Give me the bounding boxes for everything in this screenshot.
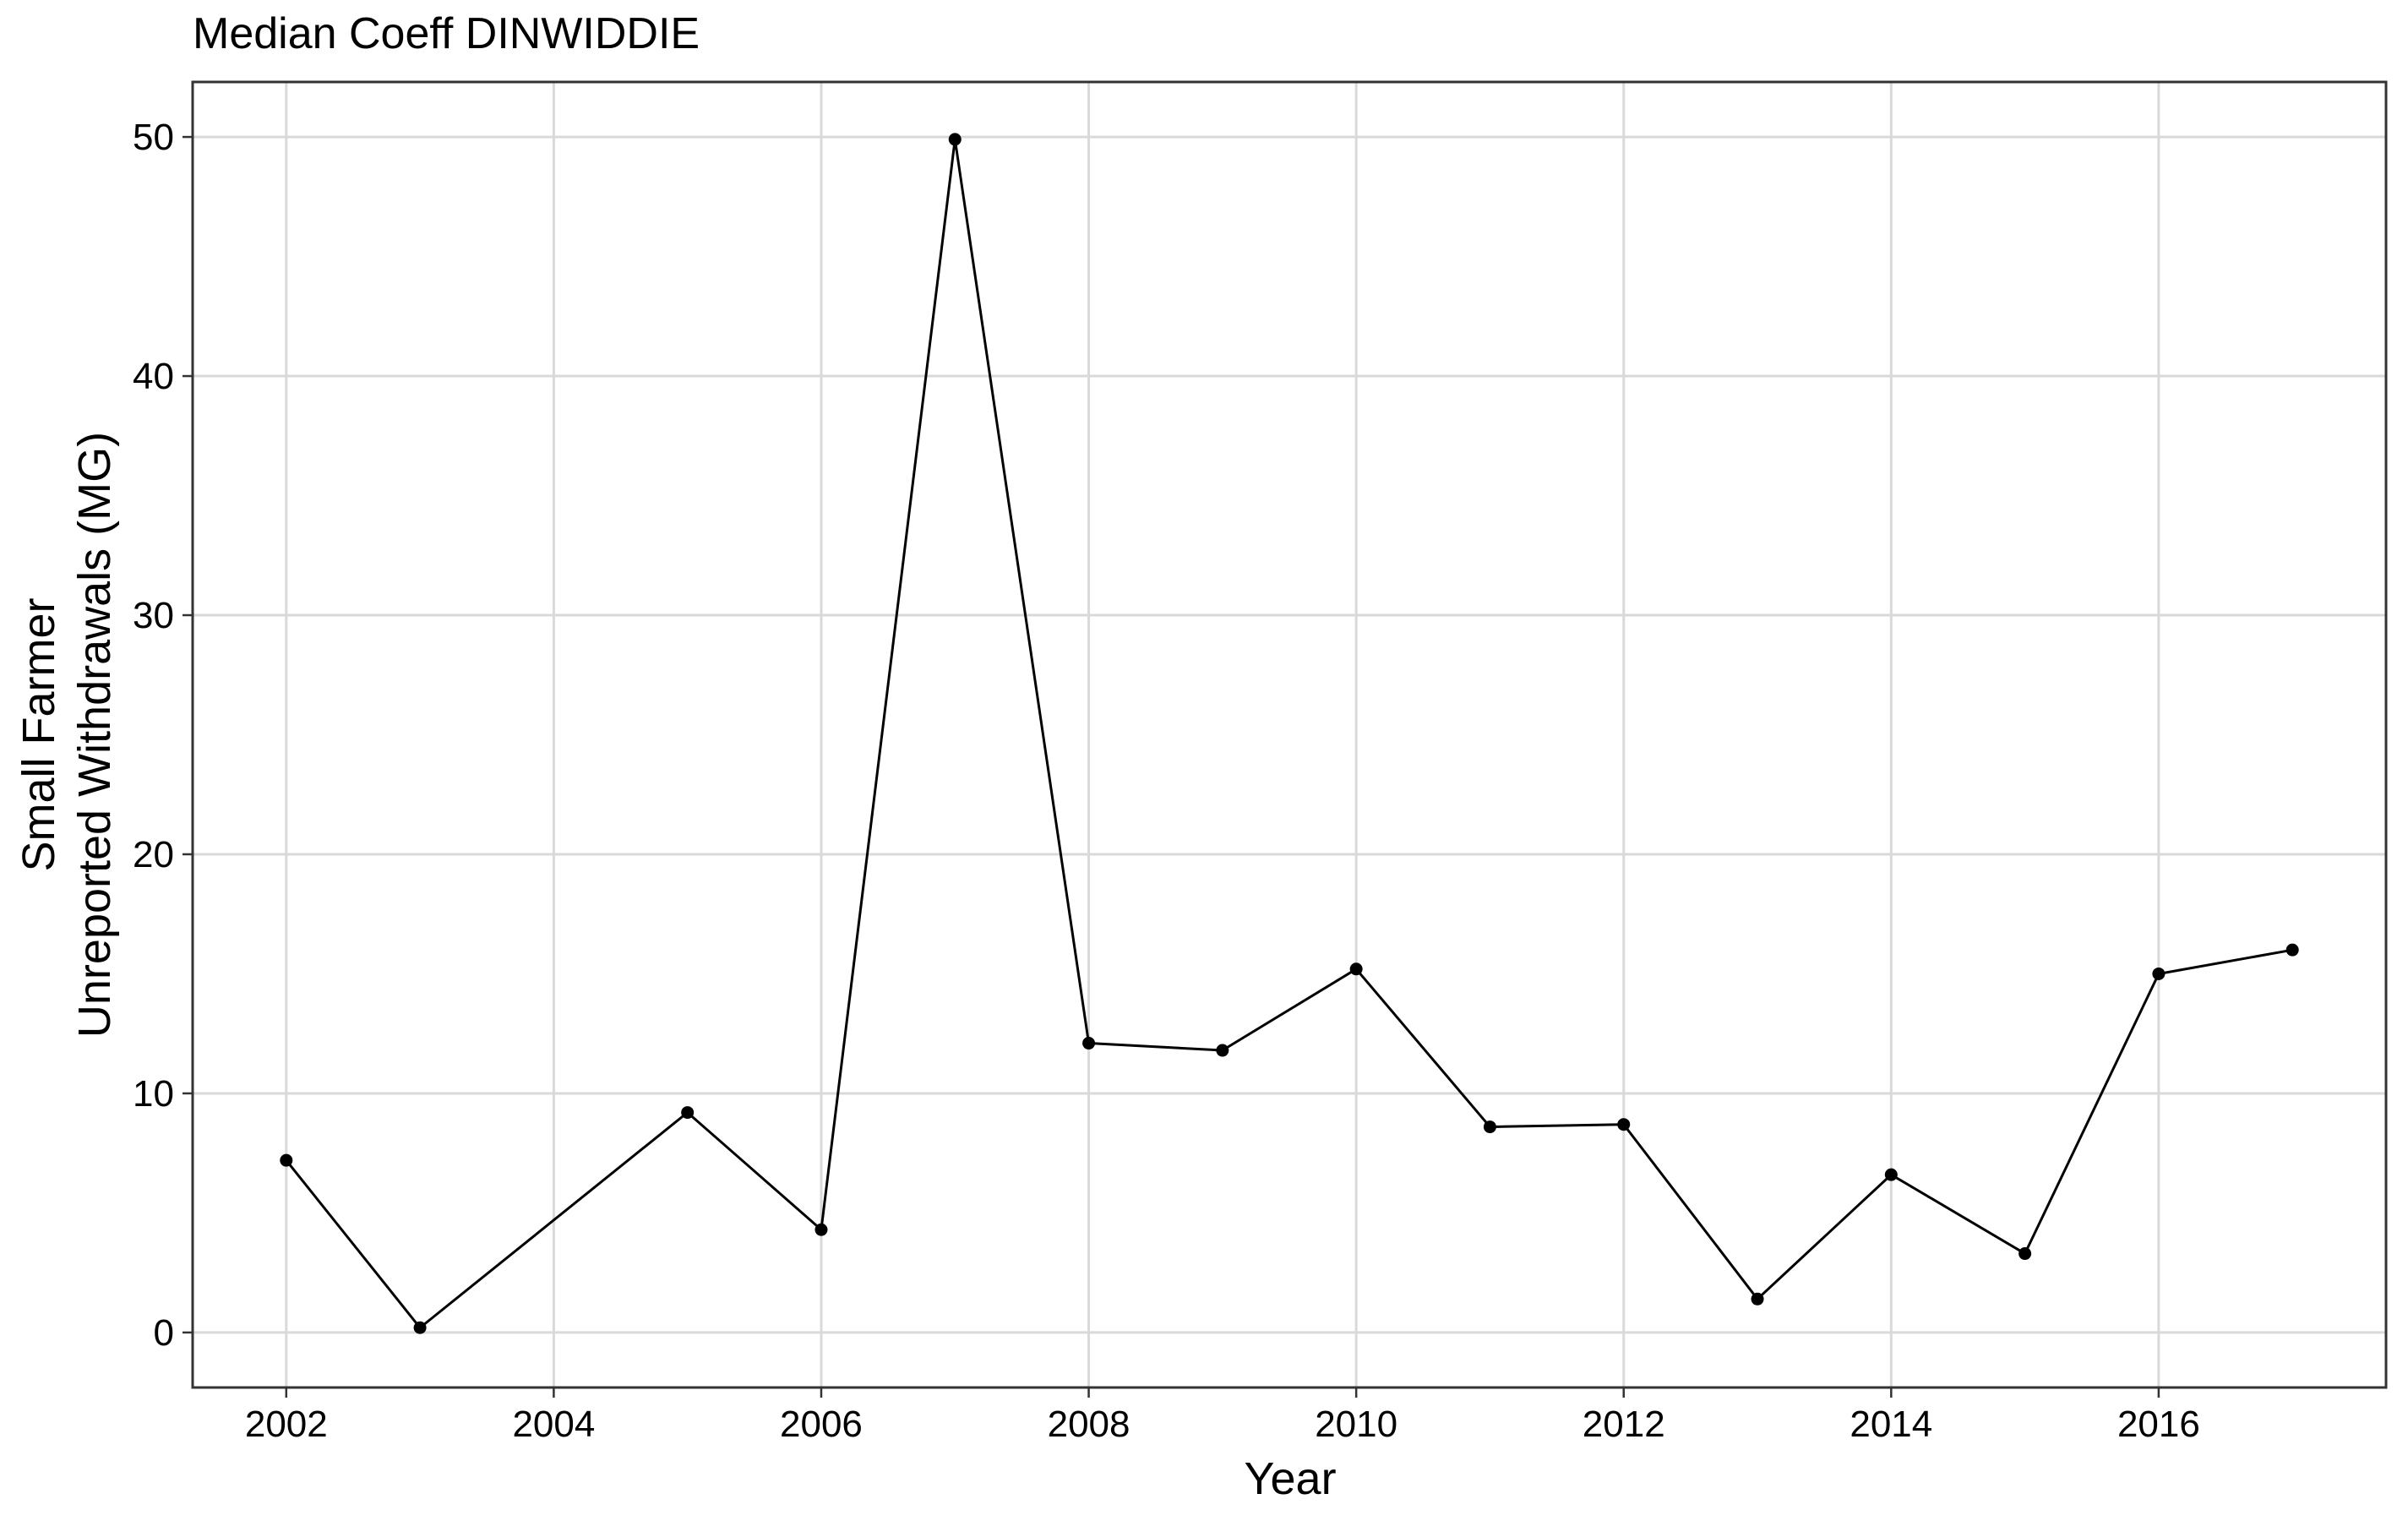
data-point <box>1884 1168 1898 1181</box>
data-point <box>2152 967 2166 980</box>
x-tick-label: 2002 <box>245 1404 328 1445</box>
data-point <box>1082 1037 1096 1050</box>
data-point <box>1751 1292 1764 1306</box>
y-tick-label: 40 <box>133 356 174 397</box>
x-axis-title: Year <box>1244 1453 1336 1504</box>
y-tick-label: 10 <box>133 1073 174 1115</box>
y-axis-title-line: Unreported Withdrawals (MG) <box>69 432 120 1038</box>
chart-title: Median Coeff DINWIDDIE <box>193 9 700 58</box>
axes: 2002 2004 2006 2008 2010 2012 2014 2016 0 10 20 30 4… <box>133 80 2388 1445</box>
axis-labels: Year Small Farmer Unreported Withdrawals … <box>14 432 1337 1504</box>
x-tick-label: 2012 <box>1583 1404 1665 1445</box>
x-tick-label: 2014 <box>1850 1404 1932 1445</box>
y-tick-label: 50 <box>133 117 174 158</box>
data-point <box>1483 1120 1496 1134</box>
x-tick-label: 2006 <box>780 1404 863 1445</box>
data-point <box>681 1106 695 1120</box>
plot-border <box>191 80 2388 1389</box>
data-point <box>2018 1247 2032 1261</box>
data-point <box>948 133 962 146</box>
x-tick-label: 2004 <box>512 1404 595 1445</box>
data-point <box>280 1153 293 1167</box>
plot-panel <box>193 82 2386 1387</box>
y-tick-label: 0 <box>154 1312 174 1354</box>
y-axis-title-line: Small Farmer <box>14 597 64 871</box>
x-tick-label: 2016 <box>2117 1404 2200 1445</box>
grid-lines <box>193 82 2386 1387</box>
y-tick-label: 20 <box>133 834 174 875</box>
data-point <box>2285 943 2299 957</box>
data-point <box>413 1321 427 1334</box>
x-tick-label: 2010 <box>1315 1404 1397 1445</box>
data-point <box>1349 962 1363 976</box>
data-point <box>814 1223 828 1236</box>
data-point <box>1216 1044 1229 1057</box>
y-tick-label: 30 <box>133 595 174 636</box>
x-tick-label: 2008 <box>1048 1404 1130 1445</box>
data-point <box>1617 1118 1631 1131</box>
data-layer <box>280 133 2299 1334</box>
y-axis-title: Small Farmer Unreported Withdrawals (MG) <box>14 432 120 1038</box>
